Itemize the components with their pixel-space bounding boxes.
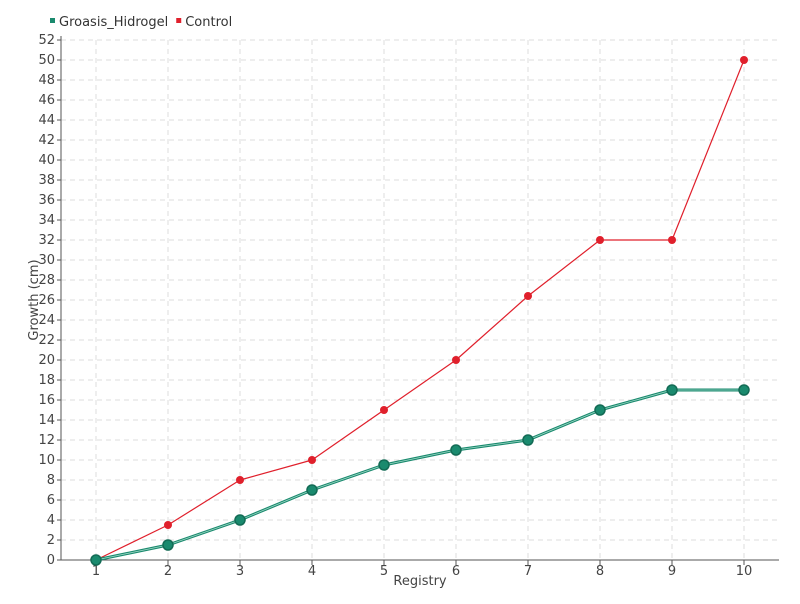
x-tick-label: 1	[92, 564, 100, 579]
y-tick-label: 48	[38, 73, 55, 88]
y-tick-label: 32	[38, 233, 55, 248]
y-tick-label: 12	[38, 433, 55, 448]
legend: Groasis_Hidrogel Control	[50, 15, 232, 30]
y-tick-label: 18	[38, 373, 55, 388]
data-point-groasis-hidrogel	[738, 384, 750, 396]
y-tick-label: 42	[38, 133, 55, 148]
x-tick-label: 2	[164, 564, 172, 579]
y-tick-label: 10	[38, 453, 55, 468]
x-tick-label: 9	[668, 564, 676, 579]
y-tick-label: 14	[38, 413, 55, 428]
data-point-groasis-hidrogel	[90, 554, 102, 566]
axes: 0246810121416182022242628303234363840424…	[38, 33, 779, 579]
y-tick-label: 34	[38, 213, 55, 228]
series-line-highlight-groasis-hidrogel	[95, 389, 744, 561]
y-axis-title: Growth (cm)	[27, 259, 42, 340]
x-tick-label: 10	[736, 564, 753, 579]
x-tick-label: 8	[596, 564, 604, 579]
grid	[61, 39, 779, 560]
data-point-control	[596, 236, 604, 244]
data-point-groasis-hidrogel	[162, 539, 174, 551]
x-tick-label: 4	[308, 564, 316, 579]
data-point-groasis-hidrogel	[378, 459, 390, 471]
y-tick-label: 6	[47, 493, 55, 508]
y-tick-label: 8	[47, 473, 55, 488]
data-point-control	[236, 476, 244, 484]
y-tick-label: 28	[38, 273, 55, 288]
y-tick-label: 44	[38, 113, 55, 128]
legend-label-groasis-hidrogel: Groasis_Hidrogel	[59, 15, 168, 30]
data-point-control	[380, 406, 388, 414]
y-tick-label: 26	[38, 293, 55, 308]
x-axis-title: Registry	[393, 574, 447, 589]
x-tick-label: 7	[524, 564, 532, 579]
y-tick-label: 50	[38, 53, 55, 68]
data-point-control	[668, 236, 676, 244]
y-tick-label: 30	[38, 253, 55, 268]
x-tick-label: 6	[452, 564, 460, 579]
y-tick-label: 0	[47, 553, 55, 568]
data-point-control	[452, 356, 460, 364]
series-line-control	[95, 59, 745, 561]
y-tick-label: 4	[47, 513, 55, 528]
y-tick-label: 16	[38, 393, 55, 408]
y-tick-label: 46	[38, 93, 55, 108]
y-tick-label: 2	[47, 533, 55, 548]
legend-swatch-control	[176, 18, 182, 23]
y-tick-label: 24	[38, 313, 55, 328]
series-line-groasis-hidrogel	[95, 388, 744, 562]
data-point-groasis-hidrogel	[522, 434, 534, 446]
data-point-groasis-hidrogel	[666, 384, 678, 396]
y-tick-label: 40	[38, 153, 55, 168]
legend-label-control: Control	[185, 15, 232, 30]
data-point-control	[164, 521, 172, 529]
data-point-control	[740, 56, 748, 64]
legend-swatch-groasis-hidrogel	[50, 18, 55, 23]
data-point-groasis-hidrogel	[234, 514, 246, 526]
data-point-groasis-hidrogel	[450, 444, 462, 456]
data-point-control	[524, 292, 532, 300]
data-point-groasis-hidrogel	[306, 484, 318, 496]
y-tick-label: 36	[38, 193, 55, 208]
y-tick-label: 22	[38, 333, 55, 348]
series	[90, 56, 750, 566]
data-point-control	[308, 456, 316, 464]
x-tick-label: 5	[380, 564, 388, 579]
x-tick-label: 3	[236, 564, 244, 579]
data-point-groasis-hidrogel	[594, 404, 606, 416]
y-tick-label: 20	[38, 353, 55, 368]
y-tick-label: 52	[38, 33, 55, 48]
y-tick-label: 38	[38, 173, 55, 188]
